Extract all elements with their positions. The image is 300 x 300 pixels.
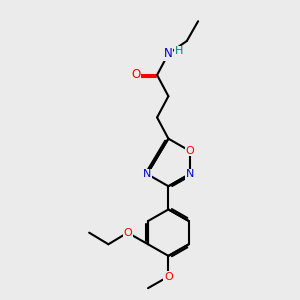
Text: H: H — [175, 46, 183, 56]
Text: N: N — [164, 47, 173, 60]
Text: O: O — [185, 146, 194, 156]
Text: O: O — [131, 68, 140, 82]
Text: N: N — [185, 169, 194, 179]
Text: O: O — [164, 272, 173, 281]
Text: N: N — [143, 169, 152, 179]
Text: O: O — [123, 228, 132, 238]
